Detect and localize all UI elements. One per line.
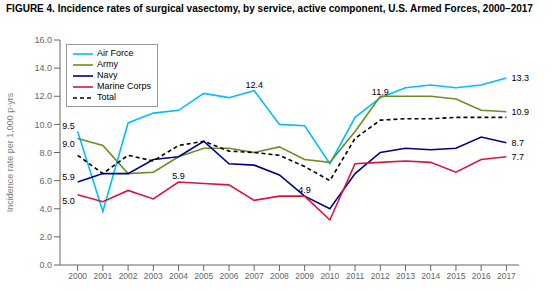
html-text:Marine Corps: Marine Corps [97, 81, 151, 91]
svg-text:2008: 2008 [270, 271, 289, 281]
svg-text:4.9: 4.9 [298, 185, 311, 195]
svg-text:Incidence rate per 1,000 p-yrs: Incidence rate per 1,000 p-yrs [8, 92, 15, 212]
svg-text:12.4: 12.4 [245, 80, 263, 90]
svg-text:10.9: 10.9 [511, 107, 529, 117]
svg-text:9.5: 9.5 [62, 121, 75, 131]
svg-text:2004: 2004 [169, 271, 188, 281]
svg-text:2001: 2001 [93, 271, 112, 281]
svg-text:2010: 2010 [320, 271, 339, 281]
html-text:Army: Army [97, 59, 118, 69]
svg-text:2000: 2000 [68, 271, 87, 281]
svg-text:0.0: 0.0 [39, 260, 52, 270]
svg-text:2006: 2006 [220, 271, 239, 281]
html-text:FIGURE 4. Incidence rates of s: FIGURE 4. Incidence rates of surgical va… [6, 3, 533, 14]
svg-text:2002: 2002 [119, 271, 138, 281]
svg-text:8.0: 8.0 [39, 148, 52, 158]
svg-text:9.0: 9.0 [62, 139, 75, 149]
svg-text:2.0: 2.0 [39, 232, 52, 242]
html-text:Air Force: Air Force [97, 48, 134, 58]
svg-text:2013: 2013 [396, 271, 415, 281]
svg-text:13.3: 13.3 [511, 73, 529, 83]
svg-text:2014: 2014 [421, 271, 440, 281]
svg-text:8.7: 8.7 [511, 138, 524, 148]
html-text:Total: Total [97, 92, 116, 102]
svg-text:2011: 2011 [346, 271, 365, 281]
svg-text:2016: 2016 [472, 271, 491, 281]
svg-text:6.0: 6.0 [39, 176, 52, 186]
svg-text:2009: 2009 [295, 271, 314, 281]
svg-text:2017: 2017 [497, 271, 516, 281]
svg-text:7.7: 7.7 [511, 152, 524, 162]
svg-text:2005: 2005 [194, 271, 213, 281]
svg-text:5.9: 5.9 [172, 171, 185, 181]
svg-text:11.9: 11.9 [372, 87, 389, 97]
svg-text:14.0: 14.0 [34, 63, 52, 73]
svg-text:5.9: 5.9 [62, 172, 75, 182]
svg-text:5.0: 5.0 [62, 196, 75, 206]
svg-text:4.0: 4.0 [39, 204, 52, 214]
svg-text:2012: 2012 [371, 271, 390, 281]
svg-text:2007: 2007 [245, 271, 264, 281]
svg-text:2003: 2003 [144, 271, 163, 281]
svg-text:2015: 2015 [446, 271, 465, 281]
svg-text:12.0: 12.0 [34, 91, 52, 101]
svg-text:10.0: 10.0 [34, 120, 52, 130]
svg-text:16.0: 16.0 [34, 35, 52, 45]
html-text:Navy: Navy [97, 70, 118, 80]
